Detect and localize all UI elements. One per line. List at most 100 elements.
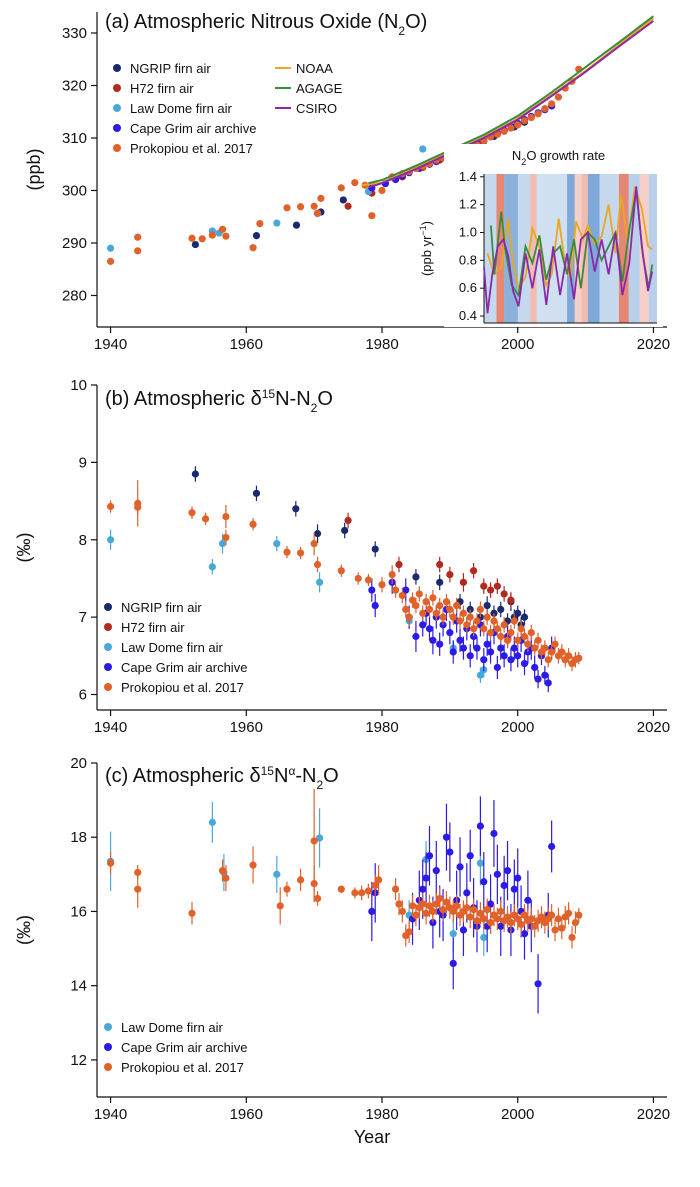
data-point-capegrim [483,640,491,648]
data-point-prokopiou [490,617,498,625]
data-point-prokopiou [470,905,478,914]
series-agage [368,15,655,185]
inset-y-tick-label: 0.6 [459,280,477,295]
data-point-capegrim [473,644,481,652]
data-point-capegrim [493,870,501,878]
data-point-capegrim [459,644,468,652]
data-point-prokopiou [415,590,423,598]
data-point-prokopiou [527,915,535,923]
data-point-h72 [344,202,352,210]
data-point-prokopiou [473,917,481,925]
data-point-prokopiou [453,601,461,610]
data-point-prokopiou [429,907,437,916]
legend-swatch [104,1023,112,1031]
data-point-capegrim [531,663,539,672]
data-point-h72 [395,560,403,569]
series-capegrim [368,570,556,693]
legend-item-noaa: NOAA [275,61,333,76]
data-point-ngrip [483,601,491,610]
data-point-prokopiou [222,512,230,521]
data-point-capegrim [500,881,508,890]
data-point-capegrim [446,848,454,856]
data-point-prokopiou [548,911,556,919]
title-subscript: 2 [398,24,405,38]
y-axis-title: (ppb) [24,148,44,190]
data-point-prokopiou [534,110,542,118]
data-point-h72 [507,596,515,604]
data-point-prokopiou [575,911,583,919]
data-point-capegrim [466,852,474,860]
data-point-prokopiou [470,625,478,633]
data-point-prokopiou [473,617,481,625]
data-point-capegrim [466,652,474,660]
data-point-prokopiou [364,576,373,584]
enso-band [567,174,575,323]
data-point-prokopiou [432,609,440,617]
data-point-prokopiou [378,581,386,589]
data-point-prokopiou [276,902,284,910]
data-point-lawdome [419,145,427,153]
data-point-capegrim [520,659,529,668]
data-point-prokopiou [439,613,447,621]
data-point-capegrim [425,852,434,860]
data-point-capegrim [548,842,556,851]
data-point-prokopiou [419,900,427,908]
enso-band [587,174,600,323]
x-tick-label: 1940 [94,336,127,353]
data-point-prokopiou [313,209,322,217]
legend-swatch [113,144,121,152]
data-point-prokopiou [422,598,430,606]
data-point-lawdome [476,859,484,867]
data-point-prokopiou [544,656,552,664]
x-tick-label: 2020 [637,336,670,353]
data-point-prokopiou [310,540,318,548]
x-tick-label: 1980 [365,336,398,353]
data-point-capegrim [449,959,457,968]
y-axis-title: (‰) [14,915,34,945]
data-point-capegrim [510,644,518,652]
panel-c: 12 14 16 18 20 1940 1960 1980 2000 2020 (‰) Year (c)… [14,755,670,1147]
title-superscript: α [288,764,295,778]
data-point-prokopiou [449,907,457,916]
data-point-prokopiou [497,907,505,916]
data-point-capegrim [419,885,427,893]
data-point-prokopiou [541,644,549,652]
data-point-capegrim [425,625,434,633]
data-point-prokopiou [531,644,539,652]
data-point-prokopiou [256,219,264,228]
data-point-prokopiou [476,909,484,917]
data-point-ngrip [252,232,261,240]
data-point-prokopiou [351,179,359,187]
y-tick-label: 280 [62,288,87,305]
series-line-agage [368,15,655,185]
data-point-prokopiou [391,885,400,893]
data-point-prokopiou [398,907,406,916]
y-tick-label: 20 [70,755,87,772]
data-point-prokopiou [419,609,427,617]
data-point-prokopiou [548,100,556,108]
x-tick-label: 1960 [230,1106,263,1123]
data-point-capegrim [368,586,376,594]
data-point-prokopiou [459,609,468,617]
data-point-prokopiou [514,915,522,923]
data-point-prokopiou [364,887,373,895]
data-point-ngrip [313,529,322,538]
data-point-h72 [344,516,352,525]
data-point-lawdome [106,536,115,544]
data-point-prokopiou [466,913,474,921]
inset-y-tick-label: 0.8 [459,252,477,267]
data-point-capegrim [480,878,488,886]
inset-y-tick-label: 1.2 [459,197,477,212]
data-point-prokopiou [208,231,216,239]
data-point-h72 [486,586,495,594]
data-point-prokopiou [527,629,535,637]
title-part: O [317,388,333,410]
data-point-capegrim [541,671,549,679]
panel-title: (a) Atmospheric Nitrous Oxide (N2O) [105,11,427,38]
data-point-lawdome [480,933,488,942]
data-point-capegrim [463,889,471,897]
data-point-lawdome [476,671,484,679]
data-point-capegrim [514,874,522,882]
x-tick-label: 1980 [365,1106,398,1123]
